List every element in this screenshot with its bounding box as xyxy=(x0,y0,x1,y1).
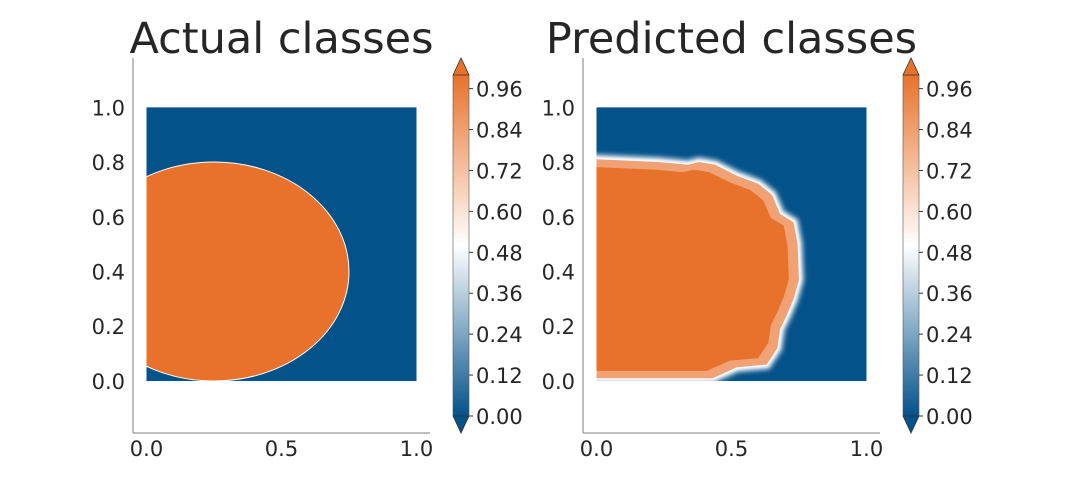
colorbar-tick-label: 0.84 xyxy=(926,119,973,143)
colorbar: 0.00 0.12 0.24 0.36 0.48 0.60 0.72 0.84 0.96 xyxy=(452,57,523,434)
class-region xyxy=(146,161,350,381)
chart-title: Actual classes xyxy=(130,14,434,64)
colorbar-tick-label: 0.60 xyxy=(926,200,973,224)
colorbar-tick-label: 0.48 xyxy=(476,241,523,265)
colorbar-tick-label: 0.48 xyxy=(926,241,973,265)
colorbar-tick-label: 0.24 xyxy=(476,323,523,347)
y-tick-label: 0.2 xyxy=(542,315,575,339)
y-tick-label: 0.0 xyxy=(92,370,125,394)
y-tick-label: 0.2 xyxy=(92,315,125,339)
y-tick-label: 1.0 xyxy=(92,96,125,120)
y-tick-label: 0.8 xyxy=(542,151,575,175)
y-tick-label: 0.6 xyxy=(92,206,125,230)
x-tick-label: 1.0 xyxy=(850,437,883,461)
colorbar-extend-max xyxy=(902,57,920,76)
colorbar-tick-label: 0.24 xyxy=(926,323,973,347)
colorbar-tick-label: 0.96 xyxy=(926,78,973,102)
x-tick-label: 0.5 xyxy=(715,437,748,461)
y-tick-label: 0.4 xyxy=(92,261,125,285)
heatmap xyxy=(596,107,867,381)
class-region xyxy=(596,167,789,371)
y-tick-label: 0.8 xyxy=(92,151,125,175)
colorbar-tick-label: 0.72 xyxy=(926,159,973,183)
colorbar-tick-label: 0.12 xyxy=(926,364,973,388)
chart-title: Predicted classes xyxy=(546,14,917,64)
heatmap xyxy=(146,107,417,381)
colorbar-extend-max xyxy=(452,57,470,76)
colorbar-tick-label: 0.72 xyxy=(476,159,523,183)
panel-predicted: 0.0 0.5 1.0 0.0 0.2 0.4 0.6 0.8 1.0 Predicted cla… xyxy=(542,14,973,461)
y-tick-label: 0.0 xyxy=(542,370,575,394)
colorbar-extend-min xyxy=(902,415,920,434)
colorbar-tick-label: 0.00 xyxy=(476,405,523,429)
colorbar-tick-label: 0.00 xyxy=(926,405,973,429)
colorbar-tick-label: 0.60 xyxy=(476,200,523,224)
panel-actual: 0.0 0.5 1.0 0.0 0.2 0.4 0.6 0.8 1.0 Actual classe… xyxy=(92,14,523,461)
y-tick-label: 1.0 xyxy=(542,96,575,120)
colorbar-tick-label: 0.36 xyxy=(476,282,523,306)
x-tick-label: 0.0 xyxy=(580,437,613,461)
x-tick-label: 0.5 xyxy=(265,437,298,461)
colorbar-gradient xyxy=(453,75,469,416)
colorbar-tick-label: 0.84 xyxy=(476,119,523,143)
colorbar: 0.00 0.12 0.24 0.36 0.48 0.60 0.72 0.84 0.96 xyxy=(902,57,973,434)
colorbar-extend-min xyxy=(452,415,470,434)
colorbar-tick-label: 0.12 xyxy=(476,364,523,388)
x-tick-label: 1.0 xyxy=(400,437,433,461)
colorbar-gradient xyxy=(903,75,919,416)
colorbar-tick-label: 0.36 xyxy=(926,282,973,306)
y-tick-label: 0.4 xyxy=(542,261,575,285)
x-tick-label: 0.0 xyxy=(130,437,163,461)
y-tick-label: 0.6 xyxy=(542,206,575,230)
colorbar-tick-label: 0.96 xyxy=(476,78,523,102)
